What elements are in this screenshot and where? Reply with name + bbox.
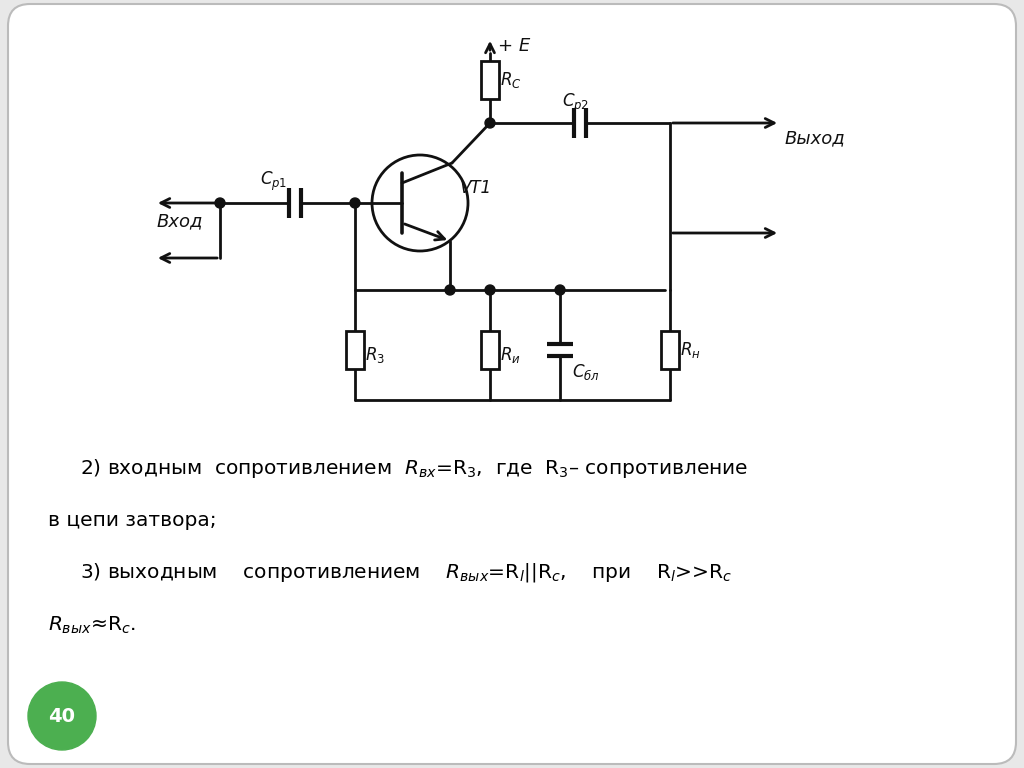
Bar: [481, 61, 499, 99]
Text: $C_{p1}$: $C_{p1}$: [260, 170, 288, 193]
Bar: [662, 331, 679, 369]
Text: 3) выходным    сопротивлением    $R_{вых}$=R$_l$||R$_c$,    при    R$_l$>>R$_c$: 3) выходным сопротивлением $R_{вых}$=R$_…: [80, 561, 732, 584]
Text: 40: 40: [48, 707, 76, 726]
Bar: [346, 331, 364, 369]
Text: $R_3$: $R_3$: [365, 345, 385, 365]
Bar: [481, 331, 499, 369]
Circle shape: [445, 285, 455, 295]
Circle shape: [485, 285, 495, 295]
Circle shape: [485, 118, 495, 128]
Circle shape: [555, 285, 565, 295]
Text: $R_C$: $R_C$: [500, 70, 521, 90]
Text: 2) входным  сопротивлением  $R_{вх}$=R$_3$,  где  R$_3$– сопротивление: 2) входным сопротивлением $R_{вх}$=R$_3$…: [80, 456, 749, 479]
Circle shape: [215, 198, 225, 208]
Text: Выход: Выход: [785, 129, 846, 147]
Text: $R_{вых}$≈R$_c$.: $R_{вых}$≈R$_c$.: [48, 614, 136, 636]
Text: Вход: Вход: [157, 212, 204, 230]
Circle shape: [372, 155, 468, 251]
Text: + E: + E: [498, 37, 530, 55]
Text: VT1: VT1: [460, 179, 493, 197]
Text: $R_н$: $R_н$: [680, 340, 700, 360]
FancyBboxPatch shape: [8, 4, 1016, 764]
Text: $C_{бл}$: $C_{бл}$: [572, 362, 600, 382]
Text: $R_и$: $R_и$: [500, 345, 520, 365]
Circle shape: [28, 682, 96, 750]
Text: в цепи затвора;: в цепи затвора;: [48, 511, 217, 529]
Text: $C_{p2}$: $C_{p2}$: [562, 91, 589, 114]
Circle shape: [350, 198, 360, 208]
